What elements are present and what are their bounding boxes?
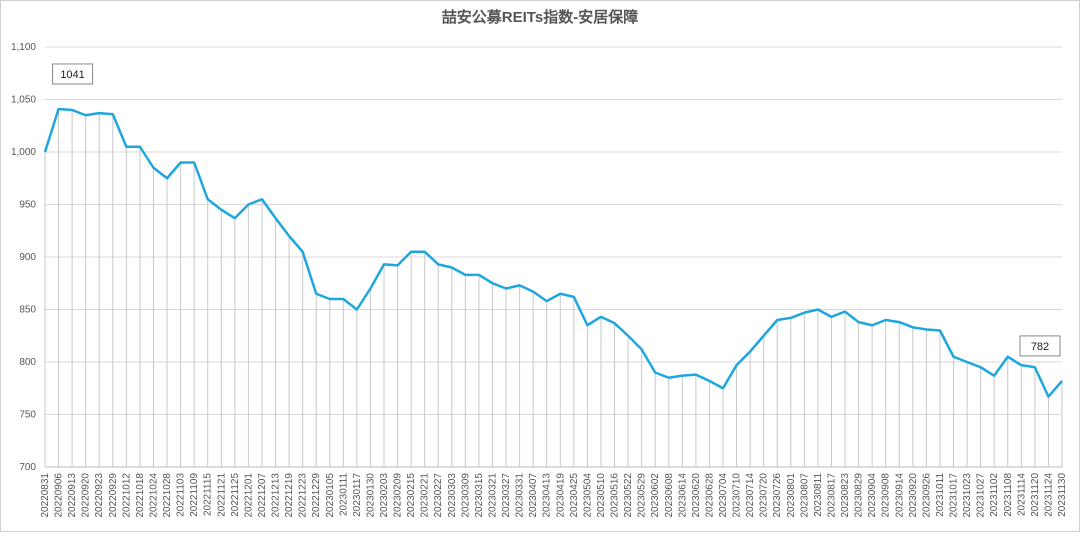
x-tick-label: 20230303 (447, 473, 458, 518)
x-tick-label: 20230522 (623, 473, 634, 518)
x-tick-label: 20221229 (311, 473, 322, 518)
x-tick-label: 20230419 (555, 473, 566, 518)
x-tick-label: 20221109 (189, 473, 200, 517)
annotation-box (52, 63, 94, 85)
x-tick-label: 20230321 (487, 473, 498, 518)
x-tick-label: 20231023 (962, 473, 973, 518)
x-tick-label: 20230926 (921, 473, 932, 518)
x-tick-label: 20230227 (433, 473, 444, 518)
x-tick-label: 20230504 (582, 473, 593, 518)
x-tick-label: 20221024 (148, 473, 159, 518)
x-tick-label: 20230117 (352, 473, 363, 517)
x-tick-label: 20230315 (474, 473, 485, 518)
x-tick-label: 20230817 (826, 473, 837, 518)
x-tick-label: 20231011 (935, 473, 946, 517)
x-tick-label: 20220831 (40, 473, 51, 518)
x-tick-label: 20220929 (108, 473, 119, 518)
x-tick-label: 20231114 (1016, 473, 1027, 516)
x-tick-label: 20231130 (1057, 473, 1068, 517)
x-tick-label: 20230111 (338, 473, 349, 516)
x-tick-label: 20230327 (501, 473, 512, 518)
x-tick-label: 20230516 (610, 473, 621, 518)
x-tick-label: 20221207 (257, 473, 268, 518)
x-tick-label: 20230710 (732, 473, 743, 518)
x-tick-label: 20230908 (881, 473, 892, 518)
x-tick-label: 20230413 (542, 473, 553, 518)
x-tick-label: 20221125 (230, 473, 241, 517)
y-tick-label: 750 (19, 410, 36, 421)
x-tick-label: 20230614 (677, 473, 688, 518)
x-tick-label: 20230510 (596, 473, 607, 518)
x-tick-label: 20231124 (1043, 473, 1054, 517)
x-tick-label: 20230801 (786, 473, 797, 518)
annotation-label: 1041 (60, 69, 84, 81)
y-tick-label: 1,100 (11, 42, 36, 53)
x-tick-label: 20230914 (894, 473, 905, 518)
chart-title: 喆安公募REITs指数-安居保障 (442, 8, 638, 26)
x-tick-label: 20230529 (637, 473, 648, 518)
x-tick-label: 20230203 (379, 473, 390, 518)
x-tick-label: 20230920 (908, 473, 919, 518)
x-tick-label: 20231102 (989, 473, 1000, 517)
x-tick-label: 20230811 (813, 473, 824, 517)
x-tick-label: 20221012 (121, 473, 132, 518)
annotation-label: 782 (1031, 341, 1049, 353)
x-tick-label: 20220913 (67, 473, 78, 518)
x-tick-label: 20221018 (135, 473, 146, 518)
y-tick-label: 1,050 (11, 95, 36, 106)
y-tick-label: 1,000 (11, 147, 36, 158)
x-tick-label: 20230620 (691, 473, 702, 518)
x-tick-label: 20230720 (759, 473, 770, 518)
x-tick-label: 20230331 (515, 473, 526, 518)
x-tick-label: 20230704 (718, 473, 729, 518)
x-tick-label: 20221201 (243, 473, 254, 518)
x-tick-label: 20220923 (94, 473, 105, 518)
x-tick-label: 20230807 (799, 473, 810, 518)
x-tick-label: 20230105 (325, 473, 336, 518)
x-tick-label: 20230130 (365, 473, 376, 518)
x-tick-label: 20221223 (298, 473, 309, 518)
x-tick-label: 20221115 (203, 473, 214, 516)
x-tick-label: 20230309 (460, 473, 471, 518)
y-tick-label: 950 (19, 200, 36, 211)
x-tick-label: 20230726 (772, 473, 783, 518)
y-tick-label: 850 (19, 305, 36, 316)
x-tick-label: 20221028 (162, 473, 173, 518)
y-tick-label: 700 (19, 462, 36, 473)
x-tick-label: 20220920 (81, 473, 92, 518)
x-tick-label: 20230425 (569, 473, 580, 518)
x-tick-label: 20221219 (284, 473, 295, 518)
x-tick-label: 20230602 (650, 473, 661, 518)
x-tick-label: 20230904 (867, 473, 878, 518)
x-tick-label: 20231027 (976, 473, 987, 518)
x-tick-label: 20230209 (393, 473, 404, 518)
x-tick-label: 20220906 (54, 473, 65, 518)
x-tick-label: 20221121 (216, 473, 227, 517)
y-tick-label: 800 (19, 357, 36, 368)
x-tick-label: 20230829 (854, 473, 865, 518)
x-tick-label: 20230221 (420, 473, 431, 518)
x-tick-label: 20230714 (745, 473, 756, 518)
x-tick-label: 20230823 (840, 473, 851, 518)
x-tick-label: 20231108 (1003, 473, 1014, 517)
x-tick-label: 20221213 (271, 473, 282, 518)
x-tick-label: 20230215 (406, 473, 417, 518)
x-tick-label: 20230628 (704, 473, 715, 518)
annotation-box (1019, 335, 1061, 357)
x-tick-label: 20231017 (949, 473, 960, 518)
x-tick-label: 20221103 (176, 473, 187, 517)
x-tick-label: 20230407 (528, 473, 539, 518)
data-line (43, 107, 1063, 398)
x-tick-label: 20231120 (1030, 473, 1041, 517)
x-tick-label: 20230608 (664, 473, 675, 518)
y-tick-label: 900 (19, 252, 36, 263)
